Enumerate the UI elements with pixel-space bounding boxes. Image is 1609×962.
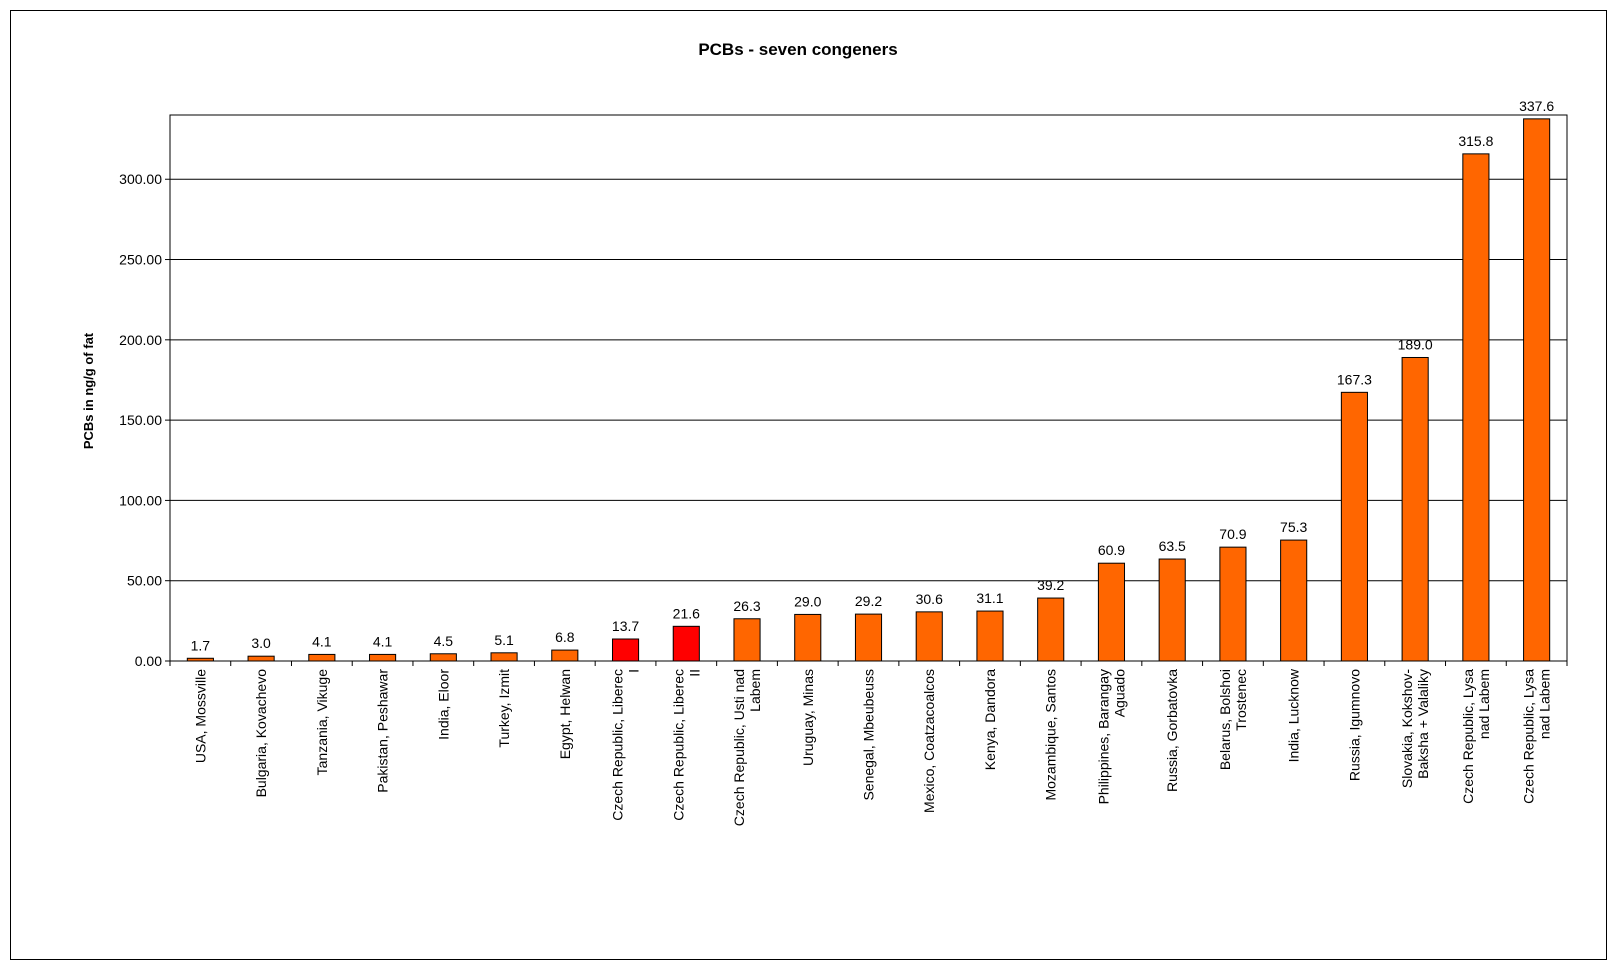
data-label: 60.9 bbox=[1098, 542, 1125, 558]
bar bbox=[1097, 562, 1126, 662]
data-label: 29.2 bbox=[855, 593, 882, 609]
bar bbox=[854, 613, 883, 662]
data-label: 1.7 bbox=[191, 637, 211, 653]
x-tick-label: Senegal, Mbeubeuss bbox=[861, 669, 877, 801]
x-tick-label: USA, Mossville bbox=[192, 669, 208, 763]
bar bbox=[1219, 546, 1247, 662]
x-tick-label: Uruguay, Minas bbox=[800, 669, 816, 766]
bar bbox=[1523, 118, 1551, 662]
x-tick-label: India, Eloor bbox=[435, 669, 451, 740]
data-label: 31.1 bbox=[976, 590, 1003, 606]
y-tick-label: 100.00 bbox=[119, 492, 162, 508]
bar bbox=[611, 638, 640, 662]
y-tick-label: 150.00 bbox=[119, 412, 162, 428]
bar bbox=[1280, 539, 1308, 662]
bar bbox=[1462, 153, 1490, 662]
data-label: 315.8 bbox=[1458, 133, 1493, 149]
data-label: 6.8 bbox=[555, 629, 575, 645]
x-tick-label: Slovakia, Kokshov-Baksha + Valaliky bbox=[1399, 669, 1431, 788]
x-tick-label: Pakistan, Peshawar bbox=[375, 669, 391, 793]
x-tick-label: Mexico, Coatzacoalcos bbox=[921, 669, 937, 813]
bar bbox=[976, 610, 1004, 662]
data-label: 30.6 bbox=[916, 591, 943, 607]
x-tick-label: Kenya, Dandora bbox=[982, 669, 998, 770]
data-label: 4.1 bbox=[373, 633, 393, 649]
data-label: 4.5 bbox=[434, 633, 454, 649]
x-tick-label: Philippines, BarangayAguado bbox=[1095, 669, 1127, 805]
data-label: 3.0 bbox=[251, 635, 271, 651]
x-tick-labels: USA, Mossville Bulgaria, Kovachevo Tanzani… bbox=[169, 661, 1568, 826]
bar bbox=[308, 653, 336, 662]
data-label: 4.1 bbox=[312, 633, 332, 649]
y-tick-label: 200.00 bbox=[119, 332, 162, 348]
bar bbox=[490, 652, 518, 662]
data-label: 39.2 bbox=[1037, 577, 1064, 593]
data-label: 5.1 bbox=[494, 632, 514, 648]
grid-lines bbox=[170, 178, 1567, 582]
data-label: 70.9 bbox=[1219, 526, 1246, 542]
x-tick-label: Czech Republic, Lysanad Labem bbox=[1460, 669, 1492, 804]
x-tick-label: Tanzania, Vikuge bbox=[314, 669, 330, 776]
y-tick-label: 300.00 bbox=[119, 171, 162, 187]
bar bbox=[1158, 558, 1186, 662]
data-label: 167.3 bbox=[1337, 371, 1372, 387]
y-tick-labels: 0.00 50.00 100.00 150.00 200.00 250.00 300.00 bbox=[119, 171, 170, 669]
data-label: 189.0 bbox=[1398, 336, 1433, 352]
y-tick-label: 0.00 bbox=[135, 653, 162, 669]
x-tick-label: Czech Republic, Usti nadLabem bbox=[731, 669, 763, 826]
chart-title: PCBs - seven congeners bbox=[698, 40, 897, 59]
data-label: 13.7 bbox=[612, 618, 639, 634]
x-tick-label: Czech Republic, LiberecI bbox=[610, 669, 642, 821]
data-label: 337.6 bbox=[1519, 98, 1554, 114]
bar bbox=[915, 611, 943, 662]
bar bbox=[733, 618, 761, 662]
bar bbox=[1340, 391, 1368, 662]
bar bbox=[672, 625, 700, 662]
bars bbox=[186, 118, 1551, 662]
x-tick-label: Turkey, Izmit bbox=[496, 669, 512, 748]
x-tick-label: Mozambique, Santos bbox=[1043, 669, 1059, 801]
data-label: 63.5 bbox=[1159, 538, 1186, 554]
bar-chart: PCBs - seven congeners PCBs in ng/g of f… bbox=[81, 40, 1568, 826]
x-tick-label: India, Lucknow bbox=[1286, 668, 1302, 762]
x-tick-label: Bulgaria, Kovachevo bbox=[253, 669, 269, 798]
y-tick-label: 50.00 bbox=[127, 573, 162, 589]
data-label: 26.3 bbox=[733, 598, 760, 614]
data-label: 75.3 bbox=[1280, 519, 1307, 535]
x-tick-label: Egypt, Helwan bbox=[557, 669, 573, 759]
x-tick-label: Russia, Gorbatovka bbox=[1164, 669, 1180, 792]
bar bbox=[1401, 356, 1429, 662]
x-tick-label: Russia, Igumnovo bbox=[1346, 669, 1362, 781]
x-tick-label: Czech Republic, LiberecII bbox=[670, 669, 702, 821]
data-label: 21.6 bbox=[673, 605, 700, 621]
bar bbox=[186, 657, 214, 662]
chart-frame: PCBs - seven congeners PCBs in ng/g of f… bbox=[10, 10, 1607, 960]
bar bbox=[1037, 597, 1065, 662]
y-tick-label: 250.00 bbox=[119, 252, 162, 268]
bar bbox=[429, 653, 457, 662]
bar bbox=[551, 649, 579, 662]
data-label: 29.0 bbox=[794, 593, 821, 609]
data-labels: 1.7 3.0 4.1 4.1 4.5 5.1 6.8 13.7 21.6 26.3 29.0 29.… bbox=[191, 98, 1555, 653]
bar bbox=[247, 655, 275, 662]
bar bbox=[369, 653, 397, 662]
bar bbox=[794, 613, 822, 662]
x-tick-label: Czech Republic, Lysanad Labem bbox=[1521, 669, 1553, 804]
x-tick-label: Belarus, BolshoiTrostenec bbox=[1217, 669, 1249, 770]
y-axis-label: PCBs in ng/g of fat bbox=[81, 332, 96, 449]
